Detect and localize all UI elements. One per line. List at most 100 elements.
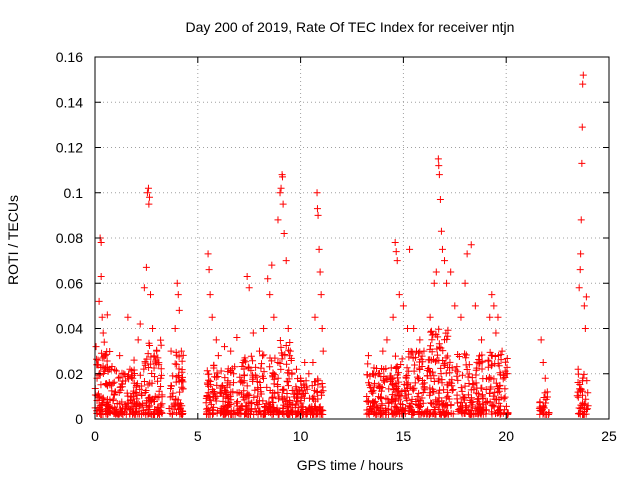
data-point bbox=[469, 381, 477, 389]
data-point bbox=[426, 367, 434, 375]
data-point bbox=[283, 360, 291, 368]
data-point bbox=[393, 371, 401, 379]
data-point bbox=[499, 409, 507, 417]
data-point bbox=[429, 368, 437, 376]
data-point bbox=[240, 371, 248, 379]
data-point bbox=[118, 404, 126, 412]
data-point bbox=[311, 378, 319, 386]
data-point bbox=[308, 410, 316, 418]
data-point bbox=[298, 403, 306, 411]
data-point bbox=[403, 397, 411, 405]
data-point bbox=[319, 347, 327, 355]
data-point bbox=[117, 407, 125, 415]
data-point bbox=[467, 386, 475, 394]
data-point bbox=[468, 374, 476, 382]
data-point bbox=[301, 358, 309, 366]
data-point bbox=[313, 189, 321, 197]
data-point bbox=[148, 369, 156, 377]
data-point bbox=[236, 373, 244, 381]
data-point bbox=[375, 406, 383, 414]
data-point bbox=[370, 402, 378, 410]
data-point bbox=[219, 397, 227, 405]
data-point bbox=[240, 387, 248, 395]
data-point bbox=[265, 408, 273, 416]
data-point bbox=[453, 399, 461, 407]
data-point bbox=[427, 327, 435, 335]
data-point bbox=[144, 381, 152, 389]
data-point bbox=[490, 302, 498, 310]
data-point bbox=[117, 383, 125, 391]
data-point bbox=[447, 379, 455, 387]
data-point bbox=[426, 384, 434, 392]
data-point bbox=[453, 391, 461, 399]
data-point bbox=[411, 361, 419, 369]
data-point bbox=[146, 402, 154, 410]
data-point bbox=[254, 392, 262, 400]
data-point bbox=[392, 408, 400, 416]
data-point bbox=[419, 399, 427, 407]
data-point bbox=[153, 407, 161, 415]
data-point bbox=[543, 388, 551, 396]
data-point bbox=[168, 410, 176, 418]
data-point bbox=[135, 410, 143, 418]
data-point bbox=[204, 380, 212, 388]
data-point bbox=[536, 403, 544, 411]
x-tick-label: 10 bbox=[293, 428, 309, 444]
data-point bbox=[151, 373, 159, 381]
data-point bbox=[465, 370, 473, 378]
data-point bbox=[369, 370, 377, 378]
data-point bbox=[495, 407, 503, 415]
data-point bbox=[107, 381, 115, 389]
data-point bbox=[464, 391, 472, 399]
data-point bbox=[503, 363, 511, 371]
data-point bbox=[473, 364, 481, 372]
data-point bbox=[219, 382, 227, 390]
data-point bbox=[224, 394, 232, 402]
data-point bbox=[398, 388, 406, 396]
data-point bbox=[138, 382, 146, 390]
data-point bbox=[102, 379, 110, 387]
data-point bbox=[260, 351, 268, 359]
data-point bbox=[300, 394, 308, 402]
data-point bbox=[415, 389, 423, 397]
data-point bbox=[439, 401, 447, 409]
data-point bbox=[104, 403, 112, 411]
data-point bbox=[577, 216, 585, 224]
y-tick-label: 0.02 bbox=[56, 366, 83, 382]
data-point bbox=[221, 343, 229, 351]
data-point bbox=[284, 325, 292, 332]
data-point bbox=[487, 351, 495, 359]
data-point bbox=[409, 408, 417, 416]
x-tick-label: 25 bbox=[601, 428, 617, 444]
data-point bbox=[255, 347, 263, 355]
data-point bbox=[276, 407, 284, 415]
data-point bbox=[97, 272, 105, 280]
data-point bbox=[210, 403, 218, 411]
data-point bbox=[488, 410, 496, 418]
data-point bbox=[224, 377, 232, 385]
data-point bbox=[102, 401, 110, 409]
data-point bbox=[449, 386, 457, 394]
data-point bbox=[102, 408, 110, 416]
data-point bbox=[210, 364, 218, 372]
data-point bbox=[375, 381, 383, 389]
data-point bbox=[497, 356, 505, 364]
data-point bbox=[225, 401, 233, 409]
data-point bbox=[141, 361, 149, 369]
data-point bbox=[157, 374, 165, 382]
data-point bbox=[226, 381, 234, 389]
data-point bbox=[313, 388, 321, 396]
data-point bbox=[101, 367, 109, 375]
data-point bbox=[392, 379, 400, 387]
x-tick-label: 15 bbox=[396, 428, 412, 444]
data-point bbox=[308, 382, 316, 390]
data-point bbox=[584, 402, 592, 410]
data-point bbox=[437, 370, 445, 378]
data-point bbox=[433, 351, 441, 359]
data-point bbox=[245, 284, 253, 292]
data-point bbox=[461, 350, 469, 358]
data-point bbox=[244, 410, 252, 418]
data-point bbox=[133, 380, 141, 388]
data-point bbox=[124, 392, 132, 400]
data-point bbox=[471, 302, 479, 310]
